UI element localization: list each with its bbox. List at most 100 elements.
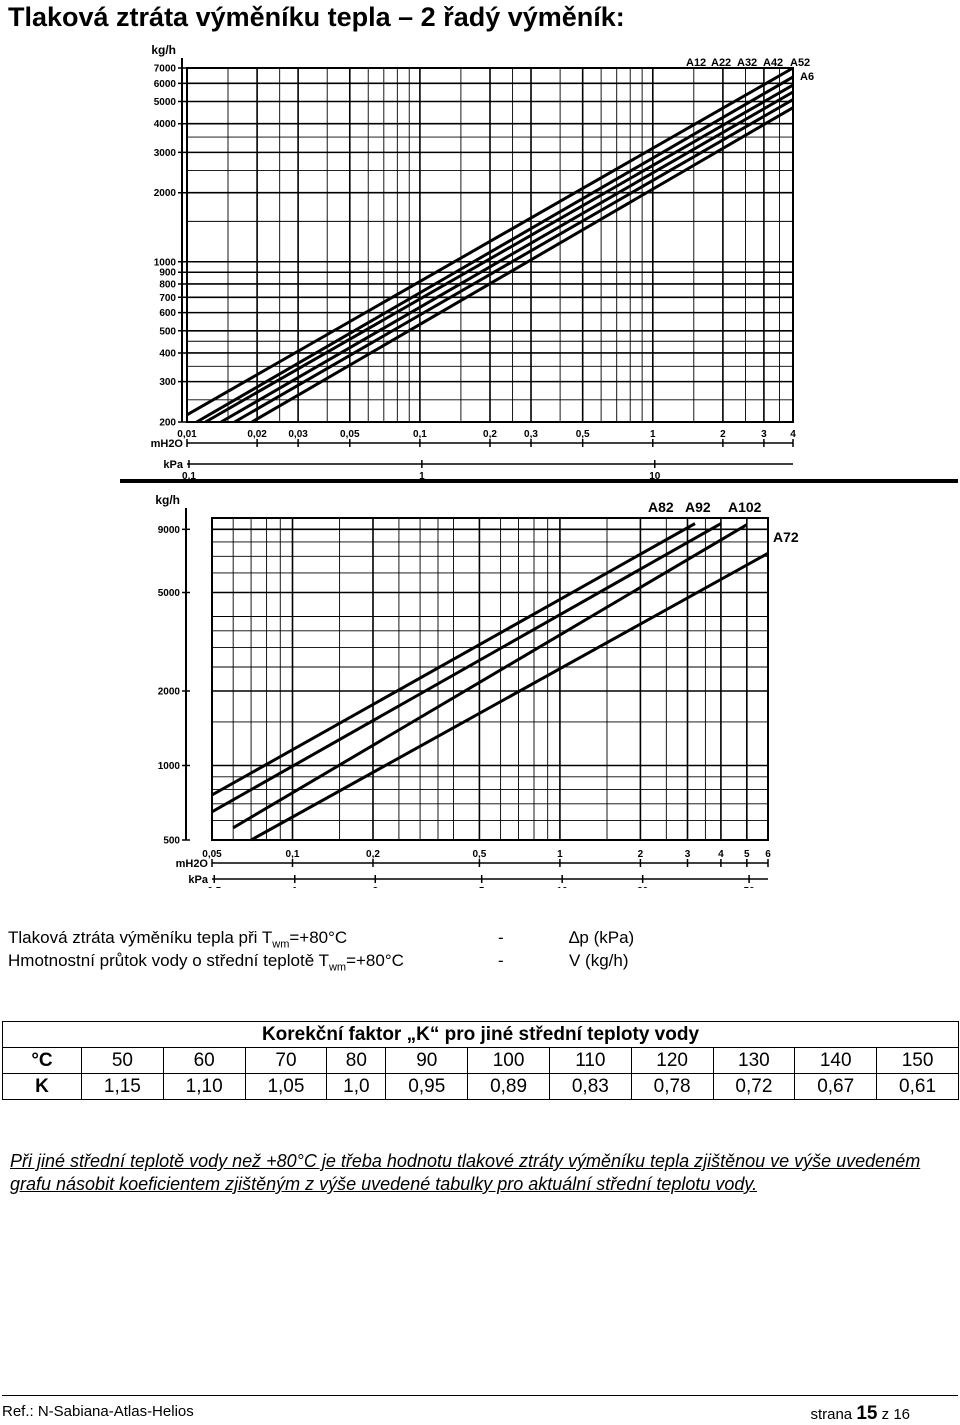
x-tick-label-mh2o: 0,2 [483, 429, 497, 440]
table-cell: 150 [876, 1047, 959, 1074]
x-axis-kpa-label: kPa [163, 459, 183, 471]
x-tick-label-mh2o: 1 [650, 429, 656, 440]
x-tick-label-kpa: 20 [637, 886, 649, 888]
table-cell: 90 [385, 1047, 469, 1074]
series-line-a72 [250, 551, 769, 842]
table-cell: 0,95 [385, 1073, 469, 1100]
series-line-a12 [186, 66, 794, 417]
y-tick-label: 4000 [154, 119, 177, 130]
x-tick-label-mh2o: 0,5 [576, 429, 590, 440]
table-cell: 1,0 [326, 1073, 387, 1100]
footer-page-current: 15 [856, 1403, 878, 1424]
table-caption-row: Korekční faktor „K“ pro jiné střední tep… [2, 1021, 959, 1048]
row-label-temperature: °C [2, 1047, 82, 1074]
table-cell: 0,89 [467, 1073, 550, 1100]
x-tick-label-mh2o: 6 [765, 849, 771, 860]
table-cell: 100 [467, 1047, 550, 1074]
x-tick-label-kpa: 10 [557, 886, 569, 888]
y-tick-label: 5000 [154, 97, 177, 108]
table-cell: 60 [162, 1047, 246, 1074]
table-cell: 50 [81, 1047, 164, 1074]
footer-page-prefix: strana [810, 1406, 853, 1423]
series-label-a32: A32 [737, 57, 757, 69]
table-cell: 0,72 [712, 1073, 796, 1100]
x-tick-label-mh2o: 0,02 [247, 429, 267, 440]
chart-grid [185, 508, 769, 841]
y-axis-unit-label: kg/h [151, 43, 176, 57]
plot-frame [186, 67, 794, 423]
x-tick-label-kpa: 50 [744, 886, 756, 888]
x-tick-label-mh2o: 0,5 [472, 849, 486, 860]
legend-pressure-drop-text: Tlaková ztráta výměníku tepla při T [8, 928, 273, 947]
x-tick-label-mh2o: 5 [744, 849, 750, 860]
x-tick-label-kpa: 1 [419, 471, 425, 482]
legend-symbol-v: V (kg/h) [569, 951, 629, 970]
chart-grid [181, 58, 794, 423]
series-label-a82: A82 [648, 499, 674, 515]
x-axis-mh2o-label: mH2O [151, 438, 184, 450]
y-tick-label: 300 [159, 377, 176, 388]
series-line-a92 [211, 522, 722, 814]
x-tick-label-mh2o: 0,05 [340, 429, 360, 440]
page-footer: Ref.: N-Sabiana-Atlas-Helios strana 15 z… [2, 1395, 958, 1424]
x-tick-label-mh2o: 3 [685, 849, 691, 860]
legend-flow: Hmotnostní průtok vody o střední teplotě… [8, 951, 404, 973]
correction-factor-table: Korekční faktor „K“ pro jiné střední tep… [2, 1021, 959, 1100]
legend-pressure-drop-temp: =+80°C [289, 928, 348, 947]
table-cell: 0,67 [794, 1073, 878, 1100]
footer-reference: Ref.: N-Sabiana-Atlas-Helios [2, 1403, 194, 1420]
y-tick-label: 500 [163, 836, 180, 847]
series-label-a12: A12 [686, 57, 706, 69]
y-tick-label: 1000 [154, 257, 177, 268]
y-tick-label: 900 [159, 268, 176, 279]
series-line-a6 [251, 106, 794, 424]
y-tick-label: 9000 [158, 525, 181, 536]
y-tick-label: 1000 [158, 761, 181, 772]
table-cell: 130 [712, 1047, 796, 1074]
plot-frame [211, 517, 769, 841]
y-tick-label: 7000 [154, 64, 177, 75]
correction-note: Při jiné střední teplotě vody než +80°C … [10, 1151, 921, 1194]
y-tick-label: 600 [159, 308, 176, 319]
x-tick-label-mh2o: 0,05 [202, 849, 222, 860]
x-tick-label-kpa: 0,5 [207, 886, 221, 888]
legend-pressure-drop: Tlaková ztráta výměníku tepla při Twm=+8… [8, 928, 347, 950]
table-caption: Korekční faktor „K“ pro jiné střední tep… [2, 1021, 959, 1048]
x-tick-label-kpa: 2 [372, 886, 378, 888]
x-tick-label-kpa: 5 [479, 886, 485, 888]
y-tick-label: 2000 [158, 686, 181, 697]
x-tick-label-mh2o: 0,03 [288, 429, 308, 440]
table-cell: 110 [548, 1047, 632, 1074]
x-tick-label-mh2o: 2 [720, 429, 726, 440]
x-tick-label-mh2o: 0,01 [177, 429, 197, 440]
page-title: Tlaková ztráta výměníku tepla – 2 řadý v… [8, 2, 625, 32]
x-tick-label-kpa: 0,1 [182, 471, 196, 482]
series-label-a72: A72 [773, 529, 799, 545]
y-tick-label: 3000 [154, 148, 177, 159]
footer-page-total: 16 [893, 1406, 910, 1423]
series-line-a32 [204, 83, 794, 424]
series-line-a82 [211, 522, 696, 797]
x-tick-label-mh2o: 0,1 [413, 429, 427, 440]
legend-flow-sub: wm [328, 961, 347, 974]
series-line-a52 [233, 98, 794, 424]
x-tick-label-mh2o: 4 [790, 429, 796, 440]
table-cell: 1,10 [162, 1073, 246, 1100]
y-tick-label: 400 [159, 348, 176, 359]
table-cell: 140 [794, 1047, 878, 1074]
x-tick-label-mh2o: 1 [557, 849, 563, 860]
legend-flow-temp: =+80°C [346, 951, 404, 970]
series-label-a22: A22 [711, 57, 731, 69]
series-label-a42: A42 [763, 57, 783, 69]
x-tick-label-mh2o: 0,1 [286, 849, 300, 860]
table-cell: 0,61 [876, 1073, 959, 1100]
table-cell: 1,05 [244, 1073, 328, 1100]
x-tick-label-mh2o: 3 [761, 429, 767, 440]
series-label-a102: A102 [728, 499, 762, 515]
legend-symbol-dp: ∆p (kPa) [569, 928, 635, 947]
x-tick-label-mh2o: 2 [638, 849, 644, 860]
x-tick-label-mh2o: 0,3 [524, 429, 538, 440]
footer-page-number: strana 15 z 16 [810, 1403, 910, 1425]
table-cell: 0,83 [548, 1073, 632, 1100]
